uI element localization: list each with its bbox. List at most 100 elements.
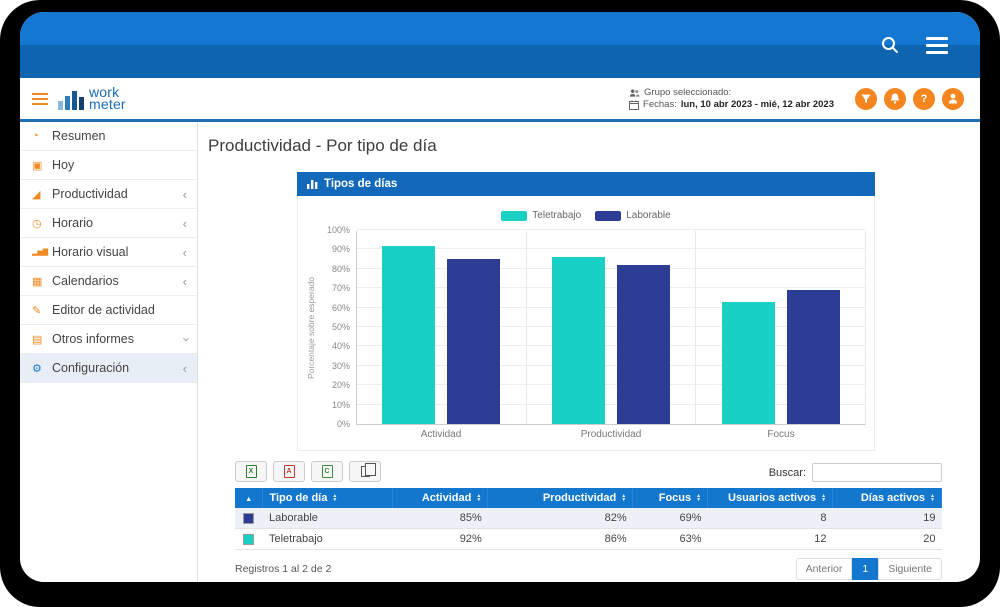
y-tick-label: 30% [331, 360, 350, 371]
app-screen: work meter Grupo seleccionado: Fechas: lu… [20, 12, 980, 582]
y-tick-label: 50% [331, 322, 350, 332]
bar-actividad-teletrabajo[interactable] [382, 245, 436, 424]
bar-focus-teletrabajo[interactable] [721, 301, 775, 424]
y-tick-label: 60% [331, 302, 350, 313]
bar-productividad-laborable[interactable] [617, 264, 670, 424]
x-tick-label: Focus [767, 429, 795, 440]
edit-icon: ✎ [32, 304, 42, 317]
search-input[interactable] [812, 463, 942, 482]
bar-productividad-teletrabajo[interactable] [552, 257, 605, 424]
chevron-left-icon: ‹ [182, 215, 187, 231]
cell-usuarios-activos: 12 [707, 528, 833, 550]
sort-both-icon: ▲ ▼ [476, 493, 482, 504]
gear-icon: ⚙ [32, 362, 42, 375]
bar-focus-laborable[interactable] [786, 290, 840, 424]
sidebar-item-calendarios[interactable]: ▦ Calendarios ‹ [20, 267, 197, 296]
notifications-button[interactable] [884, 87, 906, 110]
next-page-button[interactable]: Siguiente [878, 558, 942, 580]
column-header-label: Actividad [421, 492, 472, 504]
table-icon: ▤ [32, 333, 43, 346]
prev-page-button[interactable]: Anterior [795, 558, 853, 580]
export-copy-button[interactable] [349, 461, 381, 482]
y-tick-label: 70% [331, 283, 350, 294]
file-excel-icon: X [245, 465, 257, 478]
gridline [357, 326, 865, 327]
column-header-color-sort[interactable]: ▲ [235, 488, 264, 508]
bar-group-actividad [357, 231, 527, 424]
cell-usuarios-activos: 8 [707, 508, 833, 529]
column-header-actividad[interactable]: Actividad ▲ ▼ [392, 488, 489, 508]
chevron-left-icon: ‹ [182, 244, 187, 260]
column-header-tipo-de-dia[interactable]: Tipo de día ▲ ▼ [262, 488, 394, 508]
sidebar-item-hoy[interactable]: ▣ Hoy [20, 151, 197, 180]
group-label: Grupo seleccionado: [644, 86, 732, 98]
sidebar-item-otros-informes[interactable]: ▤ Otros informes ‹ [20, 325, 197, 354]
column-header-label: Tipo de día [269, 492, 328, 504]
cell-dias-activos: 20 [832, 528, 942, 550]
current-page-button[interactable]: 1 [852, 558, 879, 580]
sidebar-item-productividad[interactable]: ◢ Productividad ‹ [20, 180, 197, 209]
file-csv-icon: C [321, 465, 333, 478]
bell-icon [890, 93, 900, 104]
sidebar-item-label: Calendarios [52, 274, 119, 288]
export-pdf-button[interactable]: A [273, 461, 305, 482]
users-icon [629, 88, 640, 97]
bar-chart-icon [307, 180, 318, 189]
help-button[interactable]: ? [913, 87, 935, 110]
filter-button[interactable] [855, 87, 877, 110]
column-header-dias-activos[interactable]: Días activos ▲ ▼ [832, 488, 942, 508]
sidebar-item-label: Horario [52, 216, 93, 230]
x-axis: Actividad Productividad Focus [356, 425, 866, 440]
column-header-label: Usuarios activos [728, 492, 817, 504]
column-header-productividad[interactable]: Productividad ▲ ▼ [487, 488, 634, 508]
results-table: ▲ Tipo de día ▲ ▼ Actividad ▲ ▼ Productividad ▲ ▼… [235, 488, 942, 550]
table-row-laborable[interactable]: Laborable 85% 82% 69% 8 19 [235, 508, 942, 529]
gridline [357, 364, 865, 366]
legend-item-teletrabajo[interactable]: Teletrabajo [501, 210, 581, 221]
chart-title: Tipos de días [324, 178, 398, 190]
account-button[interactable] [942, 87, 964, 110]
app-header: work meter Grupo seleccionado: Fechas: lu… [20, 78, 980, 122]
sidebar-item-horario-visual[interactable]: ▂▅▇ Horario visual ‹ [20, 238, 197, 267]
sidebar-item-label: Resumen [52, 129, 106, 143]
file-pdf-icon: A [283, 465, 295, 478]
bar-actividad-laborable[interactable] [447, 259, 501, 424]
column-header-focus[interactable]: Focus ▲ ▼ [632, 488, 709, 508]
sidebar-item-editor-de-actividad[interactable]: ✎ Editor de actividad [20, 296, 197, 325]
export-csv-button[interactable]: C [311, 461, 343, 482]
sidebar-item-resumen[interactable]: ◔ Resumen [20, 122, 197, 151]
y-tick-label: 10% [331, 399, 350, 410]
workmeter-logo[interactable]: work meter [58, 83, 126, 112]
table-row-teletrabajo[interactable]: Teletrabajo 92% 86% 63% 12 20 [235, 528, 942, 550]
dashboard-icon: ◔ [32, 130, 39, 142]
logo-bars-icon [58, 91, 84, 111]
clock-icon: ◷ [32, 217, 42, 230]
sort-both-icon: ▲ ▼ [930, 493, 935, 504]
column-header-usuarios-activos[interactable]: Usuarios activos ▲ ▼ [707, 488, 834, 508]
sidebar-toggle-icon[interactable] [32, 92, 48, 105]
y-tick-label: 40% [331, 341, 350, 352]
help-icon: ? [920, 92, 928, 105]
cell-color [235, 528, 263, 550]
export-excel-button[interactable]: X [235, 461, 267, 482]
page-title: Productividad - Por tipo de día [208, 136, 437, 155]
legend-swatch [501, 210, 528, 221]
sidebar-item-label: Productividad [52, 187, 128, 201]
chevron-left-icon: ‹ [182, 273, 187, 289]
legend-item-laborable[interactable]: Laborable [595, 210, 671, 221]
search-icon[interactable] [880, 35, 900, 55]
logo-text: work meter [89, 83, 126, 112]
cell-actividad: 85% [392, 508, 488, 529]
series-color-swatch [243, 533, 255, 545]
user-icon [948, 93, 958, 104]
cell-color [235, 508, 263, 529]
sidebar-item-horario[interactable]: ◷ Horario ‹ [20, 209, 197, 238]
dates-value[interactable]: lun, 10 abr 2023 - mié, 12 abr 2023 [680, 98, 834, 110]
gridline [357, 287, 865, 289]
y-tick-label: 80% [331, 263, 350, 274]
legend-swatch [595, 210, 622, 221]
menu-icon[interactable] [926, 36, 948, 54]
sidebar-item-configuracion[interactable]: ⚙ Configuración ‹ [20, 354, 197, 383]
bar-chart-icon: ▂▅▇ [32, 249, 49, 256]
